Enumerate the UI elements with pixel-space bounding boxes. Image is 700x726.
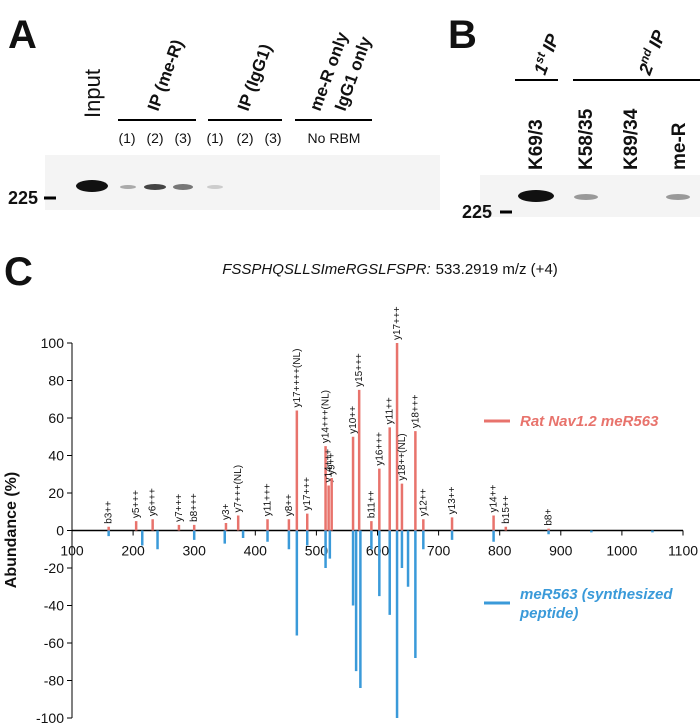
- plot: -100 -80 -60 -40 -20 0 20 40 60 80 100 100 200 300 400…: [36, 306, 698, 726]
- band: [518, 190, 554, 202]
- x-tick-label: 300: [183, 543, 207, 559]
- title-peptide: FSSPHQSLLSImeRGSLFSPR:: [222, 261, 430, 278]
- group-label: IP (me-R): [144, 37, 187, 113]
- peak-label: y17+++: [392, 306, 403, 340]
- peak-label: b8+: [544, 509, 555, 526]
- peak-label: y18+++: [410, 394, 421, 428]
- peak-label: y5+++: [131, 490, 142, 518]
- peak-label: y14+++: [324, 449, 335, 483]
- x-tick-label: 1000: [606, 543, 637, 559]
- band: [173, 184, 193, 190]
- x-tick-label: 900: [549, 543, 573, 559]
- lane-sublabel: (2): [146, 130, 163, 146]
- peak-label: y7+++(NL): [233, 465, 244, 513]
- band: [666, 194, 690, 200]
- ip-header: 2ndIP: [633, 26, 670, 78]
- peak-label: y13++: [447, 486, 458, 514]
- x-tick-label: 600: [366, 543, 390, 559]
- size-marker: 225: [8, 188, 38, 208]
- band: [76, 180, 108, 192]
- lane-sublabel: (1): [206, 130, 223, 146]
- ip-sup: nd: [637, 46, 655, 65]
- y-tick-label: 40: [48, 448, 64, 464]
- peak-label: y9++: [327, 453, 338, 475]
- peak-label: y14+++(NL): [321, 390, 332, 443]
- band: [144, 184, 166, 190]
- peak-label: y7+++: [174, 494, 185, 522]
- y-axis-label: Abundance (%): [3, 472, 20, 588]
- chart-title: FSSPHQSLLSImeRGSLFSPR: 533.2919 m/z (+4): [222, 261, 558, 278]
- panel-letter: C: [4, 250, 33, 294]
- lane-label: Input: [80, 69, 105, 118]
- panel-letter: B: [448, 13, 477, 57]
- lane-label: K69/3: [526, 119, 547, 170]
- lane-sublabel: (3): [264, 130, 281, 146]
- x-tick-label: 500: [305, 543, 329, 559]
- band: [120, 185, 136, 189]
- peak-label: y16+++: [374, 432, 385, 466]
- size-marker: 225: [462, 202, 492, 222]
- peak-label: y10++: [348, 406, 359, 434]
- lane-sublabel: (1): [118, 130, 135, 146]
- y-tick-label: 60: [48, 410, 64, 426]
- peak-label: y17++++(NL): [292, 349, 303, 408]
- y-tick-label: -100: [36, 710, 64, 726]
- lane-sublabel: No RBM: [308, 130, 361, 146]
- y-tick-label: 0: [56, 523, 64, 539]
- peak-label: y11+++: [263, 483, 274, 516]
- peak-label: y14++: [489, 485, 500, 513]
- y-tick-label: -60: [44, 635, 64, 651]
- peak-label: b15++: [501, 495, 512, 524]
- y-tick-label: 100: [41, 335, 65, 351]
- peak-label: y15+++: [354, 353, 365, 387]
- x-tick-label: 700: [427, 543, 451, 559]
- peak-label: y8++: [284, 494, 295, 516]
- y-tick-label: -40: [44, 598, 64, 614]
- group-label: IP (IgG1): [234, 41, 276, 113]
- lane-sublabel: (3): [174, 130, 191, 146]
- peak-label: y12++: [418, 488, 429, 516]
- y-tick-label: 80: [48, 373, 64, 389]
- x-tick-label: 800: [488, 543, 512, 559]
- x-tick-label: 100: [60, 543, 84, 559]
- band: [207, 185, 223, 189]
- peak-label: b11++: [366, 490, 377, 518]
- x-tick-label: 1100: [668, 543, 698, 559]
- blot: [45, 155, 440, 210]
- x-tick-label: 200: [121, 543, 145, 559]
- legend-label: meR563 (synthesized peptide): [520, 586, 673, 622]
- panel-letter: A: [8, 13, 37, 57]
- ip-text: IP: [645, 27, 670, 51]
- lane-label: K58/35: [576, 108, 597, 170]
- peak-label: y18++(NL): [397, 433, 408, 480]
- ip-text: IP: [538, 30, 563, 54]
- y-tick-label: -20: [44, 560, 64, 576]
- peak-label: y6+++: [148, 488, 159, 516]
- lane-label: me-R: [669, 122, 690, 170]
- peak-label: b3++: [104, 501, 115, 524]
- band: [574, 194, 598, 200]
- peak-label: y3+: [221, 503, 232, 520]
- title-mz: 533.2919 m/z (+4): [436, 261, 558, 278]
- peak-label: y17+++: [302, 477, 313, 511]
- lane-sublabel: (2): [236, 130, 253, 146]
- y-tick-label: 20: [48, 485, 64, 501]
- y-tick-label: -80: [44, 673, 64, 689]
- peak-label: y11++: [385, 397, 396, 424]
- peak-label: b8+++: [189, 493, 200, 522]
- ip-header: 1stIP: [528, 30, 563, 78]
- legend-label: Rat Nav1.2 meR563: [520, 413, 659, 430]
- lane-label: K89/34: [621, 108, 642, 170]
- x-tick-label: 400: [244, 543, 268, 559]
